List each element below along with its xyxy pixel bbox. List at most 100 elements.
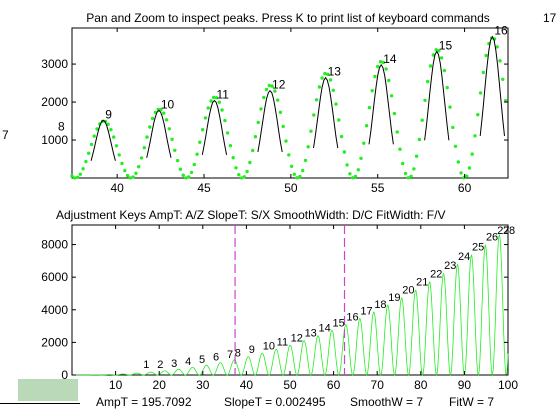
peak-number-label: 12	[272, 78, 286, 92]
peak-index-label: 6	[213, 352, 219, 364]
top-y-tick-label: 3000	[41, 57, 68, 71]
signal-point	[356, 168, 360, 172]
top-y-axis: 1000 2000 3000	[41, 57, 508, 147]
peak-number-label: 9	[105, 107, 112, 121]
signal-point	[164, 118, 169, 122]
signal-point	[398, 147, 402, 151]
signal-point	[81, 167, 85, 171]
top-x-tick-label: 45	[197, 181, 211, 195]
signal-point	[162, 111, 166, 115]
signal-point	[428, 64, 433, 68]
signal-point	[159, 107, 163, 112]
peak-number-label: 13	[328, 65, 342, 79]
bottom-y-axis: 0 2000 4000 6000 8000	[41, 238, 508, 382]
signal-point	[248, 160, 252, 165]
peak-index-label: 20	[402, 284, 414, 296]
signal-point	[451, 125, 455, 130]
top-y-tick-label: 2000	[41, 95, 68, 109]
signal-point	[150, 116, 155, 121]
signal-point	[456, 160, 460, 164]
peak-index-label: 3	[171, 358, 177, 370]
signal-point	[181, 173, 185, 177]
signal-point	[434, 48, 438, 52]
bottom-signal-line	[72, 233, 509, 377]
signal-point	[184, 176, 188, 180]
signal-point	[501, 77, 505, 82]
signal-point	[78, 172, 83, 176]
bottom-plot[interactable]: Adjustment Keys AmpT: A/Z SlopeT: S/X Sm…	[41, 208, 518, 392]
signal-point	[131, 175, 135, 179]
bottom-x-tick-label: 10	[109, 378, 123, 392]
signal-point	[195, 152, 199, 156]
bottom-plot-title: Adjustment Keys AmpT: A/Z SlopeT: S/X Sm…	[56, 208, 445, 222]
signal-point	[362, 141, 366, 145]
top-x-tick-label: 55	[371, 181, 385, 195]
signal-point	[276, 98, 280, 102]
signal-point	[198, 140, 202, 144]
peak-index-label: 4	[185, 356, 191, 368]
signal-point	[376, 64, 380, 69]
signal-point	[267, 83, 271, 88]
signal-point	[225, 131, 230, 135]
signal-point	[370, 89, 374, 93]
top-x-tick-label: 40	[110, 181, 124, 195]
signal-point	[364, 124, 369, 128]
signal-point	[401, 161, 405, 166]
signal-point	[328, 78, 333, 82]
signal-line	[72, 233, 509, 377]
peak-index-label: 14	[319, 323, 331, 335]
peak-index-label: 8	[235, 347, 241, 359]
top-y-tick-label: 1000	[41, 133, 68, 147]
top-plot-area[interactable]	[71, 27, 509, 179]
signal-point	[359, 156, 363, 160]
top-fit-curves	[90, 35, 505, 161]
signal-point	[337, 118, 341, 122]
signal-point	[231, 156, 235, 160]
signal-point	[503, 99, 508, 103]
signal-point	[92, 134, 96, 138]
peak-index-label: 17	[360, 305, 372, 317]
signal-point	[484, 53, 488, 58]
signal-point	[459, 171, 463, 175]
signal-point	[214, 96, 219, 100]
signal-point	[200, 128, 205, 132]
signal-point	[426, 79, 430, 84]
signal-point	[292, 172, 296, 176]
signal-point	[320, 76, 324, 80]
signal-point	[264, 87, 269, 92]
peak-number-label: 15	[439, 39, 453, 53]
signal-point	[284, 139, 288, 143]
signal-point	[220, 108, 224, 112]
top-x-tick-label: 60	[458, 181, 472, 195]
bottom-y-tick-label: 0	[61, 368, 68, 382]
peak-index-label: 15	[332, 317, 344, 329]
peak-index-label: 23	[444, 260, 456, 272]
signal-point	[403, 171, 408, 176]
zoom-window-markers[interactable]	[234, 225, 346, 375]
signal-point	[289, 164, 294, 168]
signal-point	[323, 71, 327, 76]
signal-point	[448, 105, 452, 109]
signal-point	[170, 137, 174, 141]
signal-point	[381, 60, 385, 65]
bottom-y-tick-label: 2000	[41, 335, 68, 349]
signal-point	[242, 175, 246, 179]
signal-point	[237, 173, 241, 177]
signal-point	[339, 134, 344, 139]
top-plot[interactable]: Pan and Zoom to inspect peaks. Press K t…	[41, 11, 509, 195]
signal-point	[234, 166, 238, 170]
signal-point	[417, 137, 422, 142]
bottom-y-tick-label: 4000	[41, 303, 68, 317]
bottom-x-tick-label: 20	[153, 378, 167, 392]
signal-point	[334, 102, 338, 106]
signal-point	[345, 163, 349, 167]
bottom-plot-area[interactable]	[71, 224, 509, 376]
signal-point	[167, 127, 171, 131]
signal-point	[442, 68, 447, 73]
top-x-axis: 40 45 50 55 60	[110, 28, 472, 195]
peak-index-label: 22	[430, 268, 442, 280]
signal-point	[439, 56, 444, 60]
signal-point	[203, 116, 208, 120]
signal-point	[95, 127, 99, 131]
